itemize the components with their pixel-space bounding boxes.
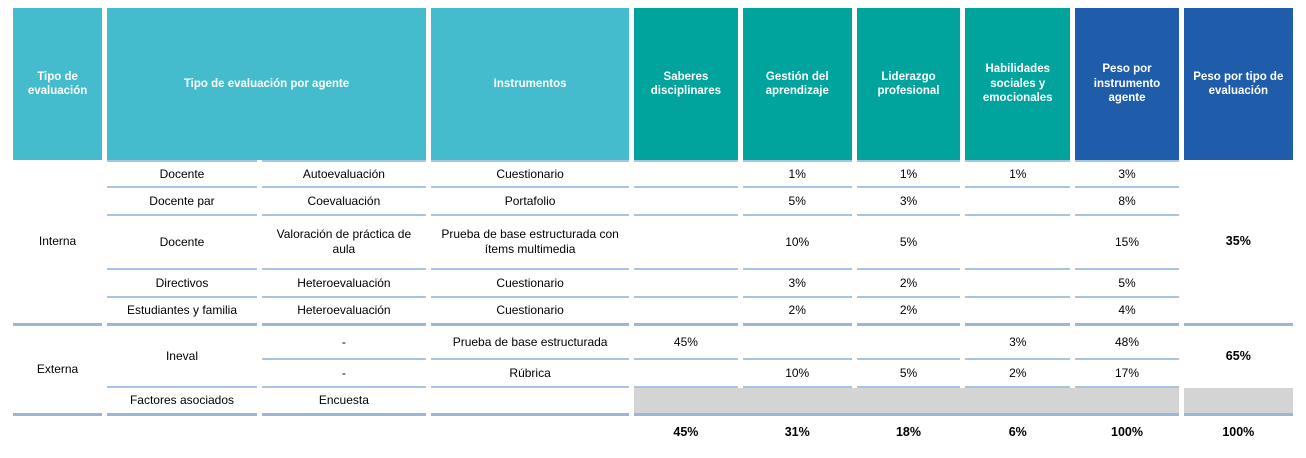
- cell-instrumento: Prueba de base estructurada: [430, 326, 630, 360]
- cell-tipo-agente: Coevaluación: [261, 188, 426, 216]
- col-header-saberes-disciplinares: Saberes disciplinares: [634, 8, 738, 160]
- cell-gestion: 3%: [742, 270, 852, 298]
- cell-liderazgo: [856, 326, 961, 360]
- cell-tipo-agente: Autoevaluación: [261, 160, 426, 188]
- cell-saberes: [634, 216, 738, 270]
- header-row: Tipo de evaluación Tipo de evaluación po…: [13, 8, 1293, 160]
- cell-gestion: [742, 326, 852, 360]
- cell-peso-instrumento: 48%: [1075, 326, 1179, 360]
- cell-peso-instrumento: 4%: [1075, 298, 1179, 326]
- col-header-habilidades-sociales: Habilidades sociales y emocionales: [965, 8, 1071, 160]
- cell-empty: [262, 416, 426, 450]
- cell-section-externa: Externa: [13, 326, 103, 416]
- cell-saberes: 45%: [634, 326, 738, 360]
- cell-peso-tipo-externa: 65%: [1225, 349, 1251, 364]
- table-row: Interna Docente Autoevaluación Cuestiona…: [13, 160, 1293, 326]
- totals-row: 45% 31% 18% 6% 100% 100%: [13, 416, 1293, 450]
- cell-gestion: 2%: [742, 298, 852, 326]
- cell-habilidades: [965, 216, 1071, 270]
- total-peso-tipo: 100%: [1222, 425, 1255, 440]
- cell-agente: Docente: [107, 160, 257, 188]
- cell-section-interna: Interna: [13, 160, 103, 326]
- table-row: Docente Valoración de práctica de aula P…: [13, 216, 1293, 270]
- cell-empty: [431, 416, 629, 450]
- cell-agente-factores: Factores asociados: [107, 388, 257, 416]
- cell-tipo-agente: Heteroevaluación: [261, 298, 426, 326]
- cell-peso-instrumento: 17%: [1075, 360, 1179, 388]
- total-habilidades: 6%: [1008, 425, 1027, 440]
- cell-instrumento: Prueba de base estructurada con ítems mu…: [430, 216, 630, 270]
- cell-gestion: 10%: [742, 360, 852, 388]
- cell-saberes: [634, 298, 738, 326]
- total-gestion: 31%: [784, 425, 810, 440]
- cell-peso-instrumento: 3%: [1075, 160, 1179, 188]
- cell-tipo-agente: Valoración de práctica de aula: [261, 216, 426, 270]
- cell-instrumento: Cuestionario: [430, 160, 630, 188]
- cell-habilidades: 3%: [965, 326, 1071, 360]
- cell-tipo-agente-encuesta: Encuesta: [261, 388, 426, 416]
- table-row: Externa Ineval - Prueba de base estructu…: [13, 326, 1293, 416]
- cell-gray-block: [634, 388, 1179, 416]
- cell-agente: Directivos: [107, 270, 257, 298]
- cell-empty: [430, 388, 630, 416]
- cell-instrumento: Cuestionario: [430, 298, 630, 326]
- cell-saberes: [634, 160, 738, 188]
- col-header-peso-instrumento: Peso por instrumento agente: [1075, 8, 1179, 160]
- cell-agente: Estudiantes y familia: [107, 298, 257, 326]
- cell-empty: [107, 416, 257, 450]
- cell-liderazgo: 2%: [856, 270, 961, 298]
- cell-saberes: [634, 188, 738, 216]
- cell-peso-instrumento: 15%: [1075, 216, 1179, 270]
- cell-liderazgo: 3%: [856, 188, 961, 216]
- cell-habilidades: [965, 270, 1071, 298]
- cell-agente-ineval: Ineval: [107, 326, 257, 388]
- cell-tipo-agente: Heteroevaluación: [261, 270, 426, 298]
- cell-habilidades: 2%: [965, 360, 1071, 388]
- cell-tipo-agente: -: [261, 360, 426, 388]
- table-row: - Rúbrica 10% 5% 2% 17%: [13, 360, 1293, 388]
- col-header-liderazgo-profesional: Liderazgo profesional: [856, 8, 961, 160]
- cell-gestion: 10%: [742, 216, 852, 270]
- cell-instrumento: Rúbrica: [430, 360, 630, 388]
- evaluation-weights-table: Tipo de evaluación Tipo de evaluación po…: [8, 8, 1298, 450]
- col-header-tipo-evaluacion: Tipo de evaluación: [13, 8, 103, 160]
- total-liderazgo: 18%: [895, 425, 921, 440]
- table-row: Directivos Heteroevaluación Cuestionario…: [13, 270, 1293, 298]
- cell-habilidades: [965, 188, 1071, 216]
- cell-instrumento: Cuestionario: [430, 270, 630, 298]
- cell-gestion: 5%: [742, 188, 852, 216]
- cell-saberes: [634, 360, 738, 388]
- cell-peso-instrumento: 8%: [1075, 188, 1179, 216]
- cell-tipo-agente: -: [261, 326, 426, 360]
- cell-instrumento: Portafolio: [430, 188, 630, 216]
- cell-peso-instrumento: 5%: [1075, 270, 1179, 298]
- cell-liderazgo: 1%: [856, 160, 961, 188]
- cell-habilidades: [965, 298, 1071, 326]
- table-row: Docente par Coevaluación Portafolio 5% 3…: [13, 188, 1293, 216]
- cell-liderazgo: 5%: [856, 216, 961, 270]
- table-row: Estudiantes y familia Heteroevaluación C…: [13, 298, 1293, 326]
- table-row: Factores asociados Encuesta: [13, 388, 1293, 416]
- cell-agente: Docente: [107, 216, 257, 270]
- cell-empty: [13, 416, 102, 450]
- cell-agente: Docente par: [107, 188, 257, 216]
- total-peso-instrumento: 100%: [1111, 425, 1143, 440]
- col-header-peso-tipo: Peso por tipo de evaluación: [1183, 8, 1293, 160]
- cell-gestion: 1%: [742, 160, 852, 188]
- cell-liderazgo: 5%: [856, 360, 961, 388]
- cell-liderazgo: 2%: [856, 298, 961, 326]
- cell-peso-tipo-interna: 35%: [1183, 160, 1293, 326]
- col-header-tipo-por-agente: Tipo de evaluación por agente: [107, 8, 426, 160]
- col-header-instrumentos: Instrumentos: [430, 8, 630, 160]
- col-header-gestion-aprendizaje: Gestión del aprendizaje: [742, 8, 852, 160]
- total-saberes: 45%: [673, 425, 699, 440]
- cell-saberes: [634, 270, 738, 298]
- cell-gray-block: [1183, 388, 1293, 416]
- cell-habilidades: 1%: [965, 160, 1071, 188]
